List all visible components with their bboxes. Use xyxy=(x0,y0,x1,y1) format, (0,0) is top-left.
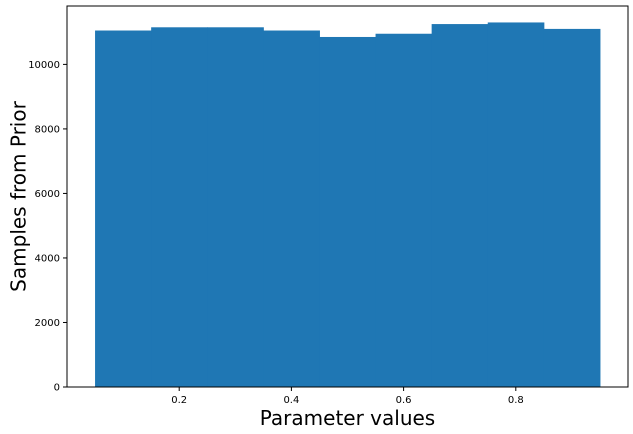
x-tick-label: 0.4 xyxy=(283,395,299,406)
plot-frame xyxy=(66,5,629,388)
histogram-bar xyxy=(319,36,377,387)
y-tick-label: 8000 xyxy=(35,124,60,135)
y-tick-label: 4000 xyxy=(35,253,60,264)
histogram-bar xyxy=(375,33,433,387)
y-tick-label: 2000 xyxy=(35,318,60,329)
y-tick-label: 6000 xyxy=(35,189,60,200)
y-tick-label: 0 xyxy=(54,383,60,394)
y-axis-label: Samples from Prior xyxy=(7,100,31,291)
x-tick-label: 0.2 xyxy=(171,395,187,406)
histogram-bar xyxy=(151,27,208,388)
x-tick-label: 0.6 xyxy=(396,395,412,406)
y-tick-label: 10000 xyxy=(28,60,60,71)
histogram-bar xyxy=(207,27,264,388)
histogram-bars xyxy=(95,22,601,388)
x-axis-ticks: 0.2 0.4 0.6 0.8 xyxy=(171,387,524,406)
y-axis-ticks: 0 2000 4000 6000 8000 10000 xyxy=(28,60,67,394)
histogram-bar xyxy=(95,30,152,387)
histogram-bar xyxy=(263,30,320,387)
histogram-bar xyxy=(487,22,545,388)
x-tick-label: 0.8 xyxy=(508,395,524,406)
histogram-bar xyxy=(431,24,489,388)
histogram-bar xyxy=(543,28,601,388)
x-axis-label: Parameter values xyxy=(260,406,435,430)
